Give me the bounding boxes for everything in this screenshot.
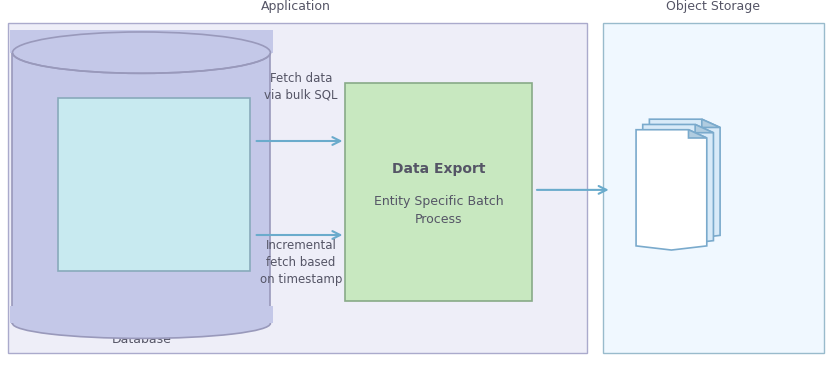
Polygon shape — [643, 124, 714, 245]
Polygon shape — [10, 306, 273, 323]
FancyBboxPatch shape — [345, 83, 532, 301]
Text: Fetch data
via bulk SQL: Fetch data via bulk SQL — [265, 71, 338, 102]
Polygon shape — [636, 130, 707, 250]
Text: CSV
files: CSV files — [638, 172, 688, 215]
Text: Entity to Export: Entity to Export — [94, 177, 214, 192]
Polygon shape — [689, 130, 707, 138]
Text: Customer
Object Storage: Customer Object Storage — [666, 0, 760, 13]
FancyBboxPatch shape — [8, 23, 587, 353]
Polygon shape — [10, 30, 273, 53]
Text: Entity Specific Batch
Process: Entity Specific Batch Process — [374, 195, 503, 226]
Text: Data Export: Data Export — [392, 162, 486, 176]
Ellipse shape — [12, 308, 270, 338]
Polygon shape — [650, 119, 721, 240]
Text: Application: Application — [260, 0, 330, 13]
Polygon shape — [702, 119, 721, 127]
Polygon shape — [696, 124, 714, 133]
FancyBboxPatch shape — [603, 23, 824, 353]
FancyBboxPatch shape — [58, 98, 250, 271]
Text: Incremental
fetch based
on timestamp: Incremental fetch based on timestamp — [260, 239, 343, 286]
Text: Database: Database — [111, 333, 171, 346]
Polygon shape — [12, 53, 270, 323]
Ellipse shape — [12, 32, 270, 73]
